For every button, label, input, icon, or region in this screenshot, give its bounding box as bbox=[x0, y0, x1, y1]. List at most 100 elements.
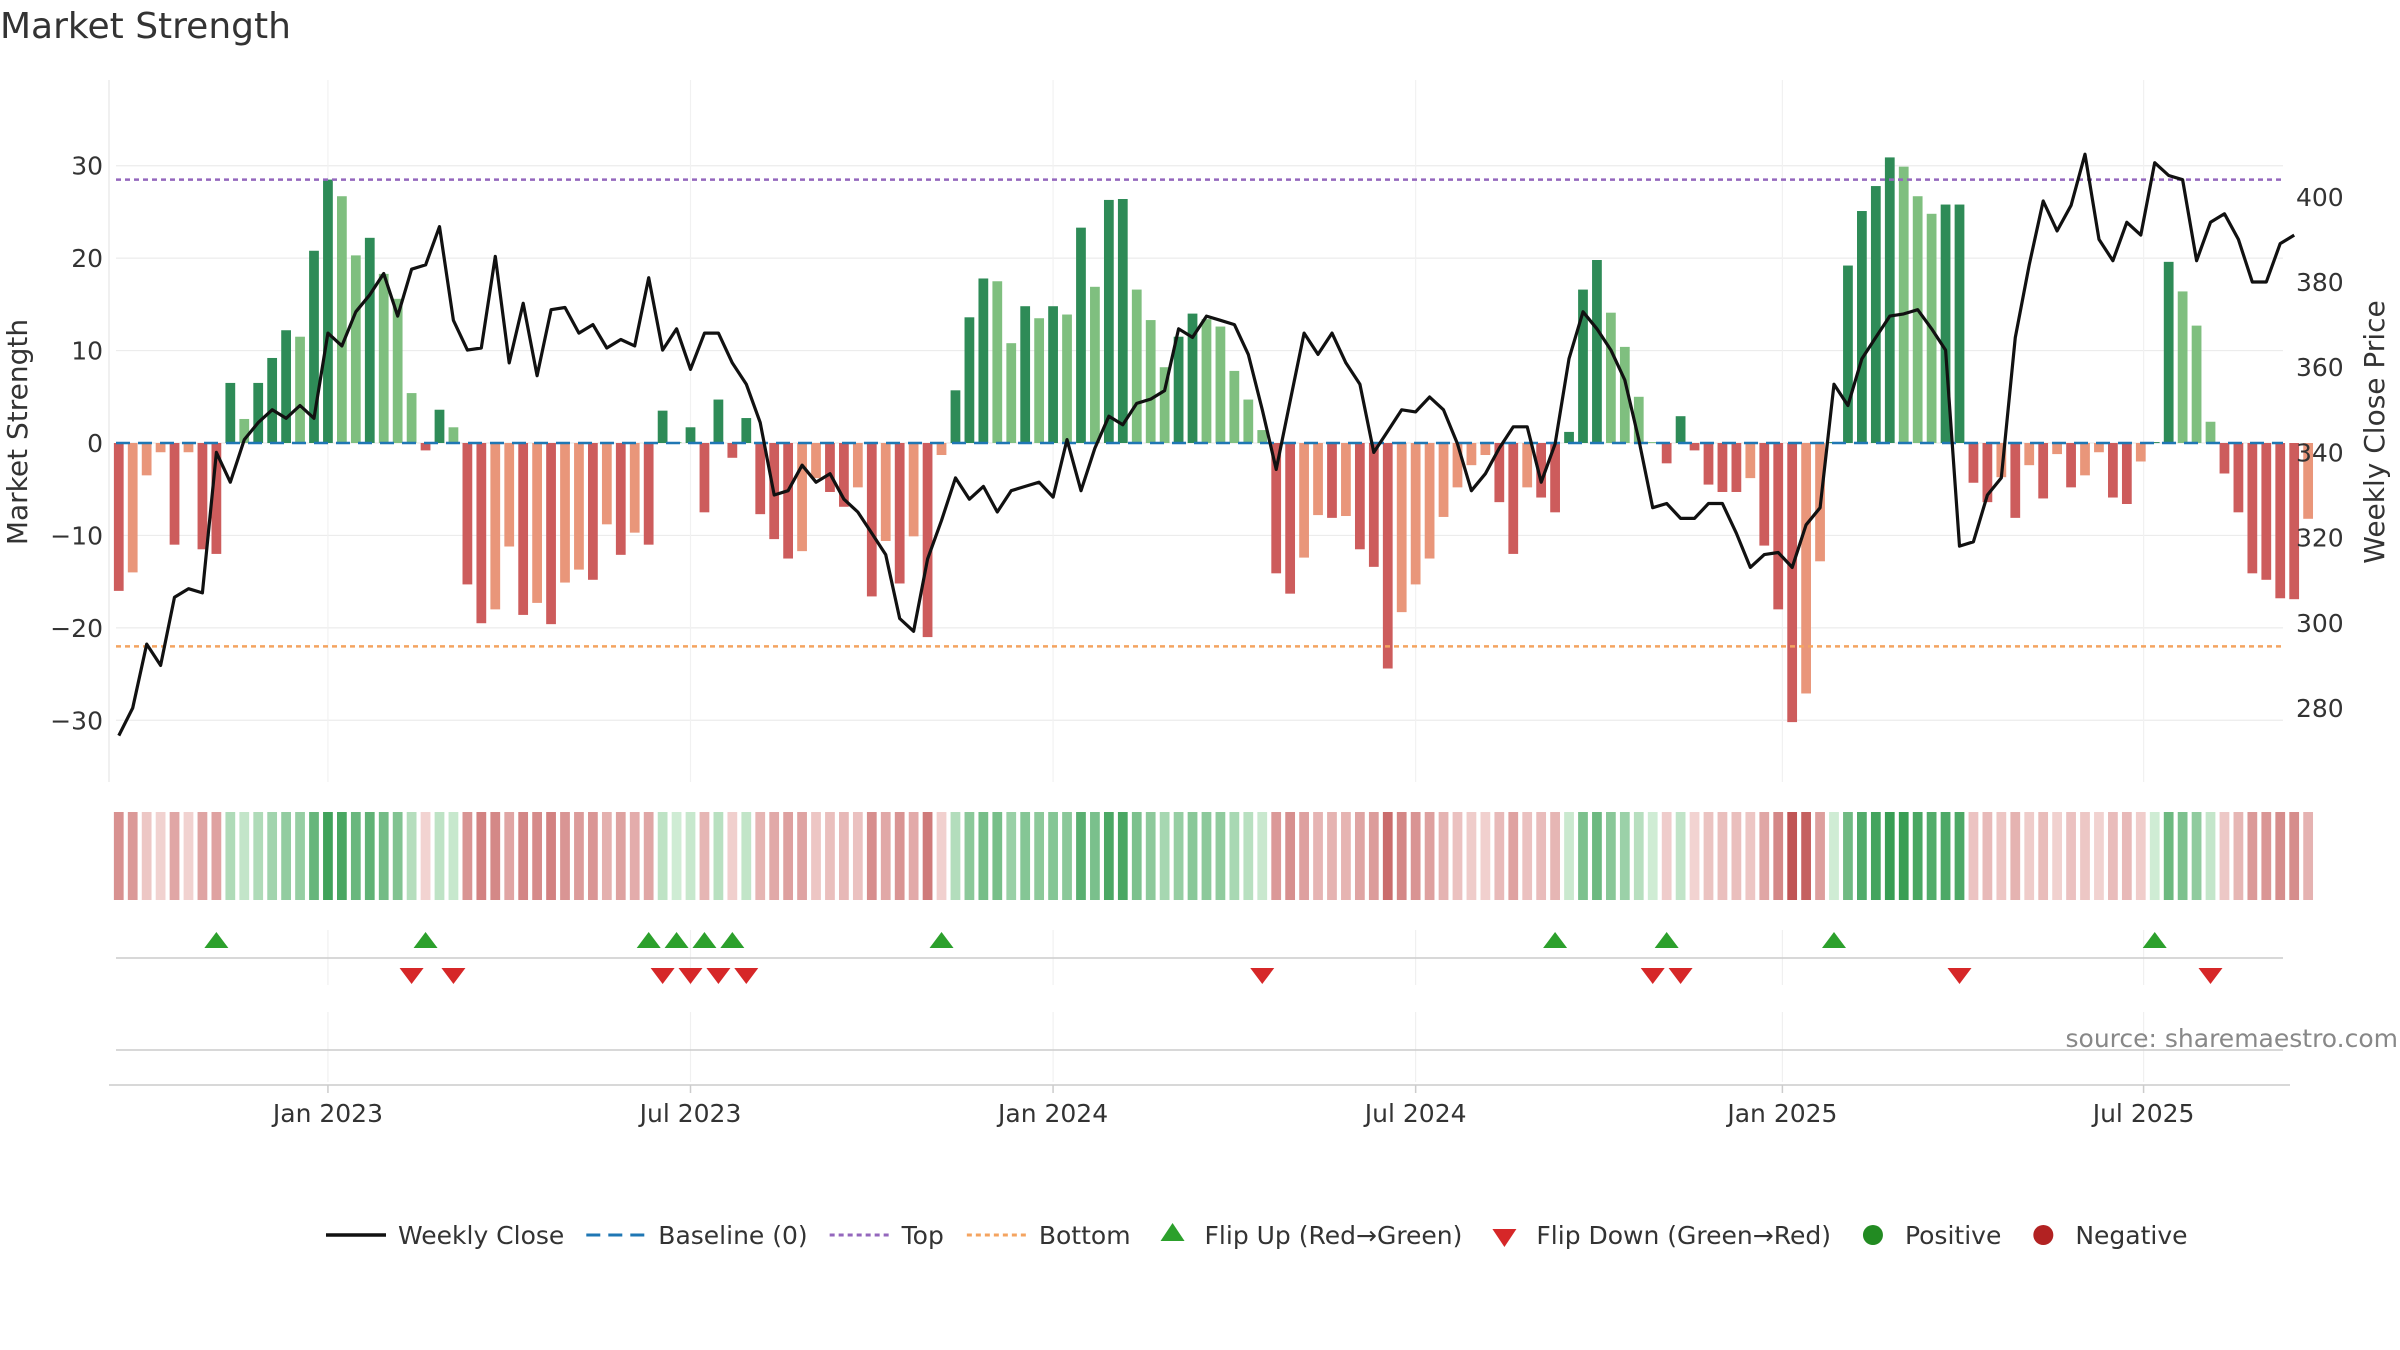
strength-bar bbox=[2038, 443, 2049, 499]
strength-bar bbox=[699, 443, 710, 513]
strength-bar bbox=[1550, 443, 1560, 513]
strip-cell bbox=[127, 812, 138, 900]
strength-bar bbox=[1341, 443, 1351, 517]
strength-bar bbox=[141, 443, 152, 476]
strip-cell bbox=[1243, 812, 1254, 900]
strip-cell bbox=[1619, 812, 1630, 900]
strength-bar bbox=[2275, 443, 2286, 599]
strip-cell bbox=[1354, 812, 1365, 900]
strength-bar bbox=[1801, 443, 1811, 694]
strip-cell bbox=[1857, 812, 1867, 900]
legend-flip-up-swatch bbox=[1160, 1223, 1185, 1241]
strength-bar bbox=[783, 443, 794, 559]
strip-cell bbox=[197, 812, 208, 900]
strip-cell bbox=[267, 812, 278, 900]
left-tick-label: −30 bbox=[50, 706, 103, 735]
strip-cell bbox=[1299, 812, 1309, 900]
strength-bar bbox=[1843, 265, 1853, 443]
strip-cell bbox=[769, 812, 780, 900]
strength-bar bbox=[950, 390, 961, 443]
strength-bar bbox=[1229, 370, 1240, 443]
strip-cell bbox=[922, 812, 933, 900]
legend-label-flip-up: Flip Up (Red→Green) bbox=[1205, 1221, 1463, 1250]
strip-cell bbox=[1062, 812, 1072, 900]
source-note: source: sharemaestro.com bbox=[2066, 1024, 2399, 1053]
strip-cell bbox=[2191, 812, 2202, 900]
strength-bar bbox=[755, 443, 766, 515]
strength-bar bbox=[1564, 431, 1574, 443]
strip-cell bbox=[253, 812, 264, 900]
strength-bar bbox=[643, 443, 654, 545]
strip-cell bbox=[825, 812, 835, 900]
strip-cell bbox=[309, 812, 319, 900]
strength-bar bbox=[1382, 443, 1393, 669]
strength-bar bbox=[1438, 443, 1449, 517]
strength-bar bbox=[1243, 399, 1254, 443]
strip-cell bbox=[1257, 812, 1268, 900]
strength-bar bbox=[1912, 196, 1923, 443]
positive-negative-panel bbox=[109, 1012, 2290, 1086]
strip-cell bbox=[936, 812, 947, 900]
strip-cell bbox=[1536, 812, 1547, 900]
strength-bar bbox=[155, 443, 166, 453]
strength-bar bbox=[2135, 443, 2146, 462]
flip-down-marker bbox=[678, 968, 703, 984]
strip-cell bbox=[2024, 812, 2035, 900]
strength-bar bbox=[225, 382, 236, 443]
strength-bar bbox=[1271, 443, 1282, 574]
strip-cell bbox=[1131, 812, 1142, 900]
strength-bar bbox=[518, 443, 529, 615]
legend-label-flip-down: Flip Down (Green→Red) bbox=[1536, 1221, 1831, 1250]
flip-down-marker bbox=[1640, 968, 1665, 984]
strength-bar bbox=[1759, 443, 1770, 546]
flip-up-marker bbox=[720, 932, 745, 948]
strip-cell bbox=[2052, 812, 2062, 900]
strip-cell bbox=[113, 812, 124, 900]
strip-cell bbox=[1550, 812, 1560, 900]
strip-cell bbox=[615, 812, 626, 900]
strength-bar bbox=[560, 443, 570, 583]
left-tick-label: 0 bbox=[87, 429, 103, 458]
strip-cell bbox=[1787, 812, 1798, 900]
strength-bar bbox=[1131, 289, 1142, 443]
strip-cell bbox=[1508, 812, 1519, 900]
strip-cell bbox=[1034, 812, 1045, 900]
strength-bars bbox=[113, 157, 2314, 723]
strength-bar bbox=[601, 443, 612, 525]
strength-bar bbox=[1396, 443, 1407, 613]
strength-bar bbox=[1048, 306, 1058, 443]
strength-bar bbox=[406, 393, 417, 443]
strip-cell bbox=[797, 812, 807, 900]
weekly-close-series bbox=[117, 152, 2296, 737]
flip-up-marker bbox=[1543, 932, 1568, 948]
strip-cell bbox=[783, 812, 794, 900]
strength-bar bbox=[1062, 314, 1072, 443]
strip-cell bbox=[1271, 812, 1282, 900]
strength-bar bbox=[1536, 443, 1547, 498]
strip-cell bbox=[350, 812, 361, 900]
left-tick-label: 10 bbox=[71, 337, 103, 366]
strip-cell bbox=[295, 812, 305, 900]
strip-cell bbox=[169, 812, 180, 900]
strip-cell bbox=[1633, 812, 1644, 900]
strip-cell bbox=[2163, 812, 2174, 900]
strength-bar bbox=[434, 409, 445, 443]
strip-cell bbox=[1717, 812, 1728, 900]
strength-bar bbox=[2010, 443, 2021, 518]
strength-bar bbox=[2219, 443, 2230, 474]
strength-bar bbox=[1703, 443, 1714, 485]
strip-cell bbox=[1145, 812, 1156, 900]
strength-bar bbox=[964, 317, 975, 443]
strip-cell bbox=[323, 812, 333, 900]
strength-bar bbox=[1006, 343, 1017, 443]
right-tick-label: 320 bbox=[2296, 524, 2344, 553]
strength-bar bbox=[615, 443, 626, 555]
strip-cell bbox=[532, 812, 542, 900]
strength-heat-strip bbox=[113, 812, 2314, 900]
strip-cell bbox=[462, 812, 473, 900]
strength-bar bbox=[1773, 443, 1784, 610]
strip-cell bbox=[2219, 812, 2230, 900]
right-tick-label: 380 bbox=[2296, 268, 2344, 297]
strength-bar bbox=[281, 330, 291, 443]
strip-cell bbox=[727, 812, 738, 900]
